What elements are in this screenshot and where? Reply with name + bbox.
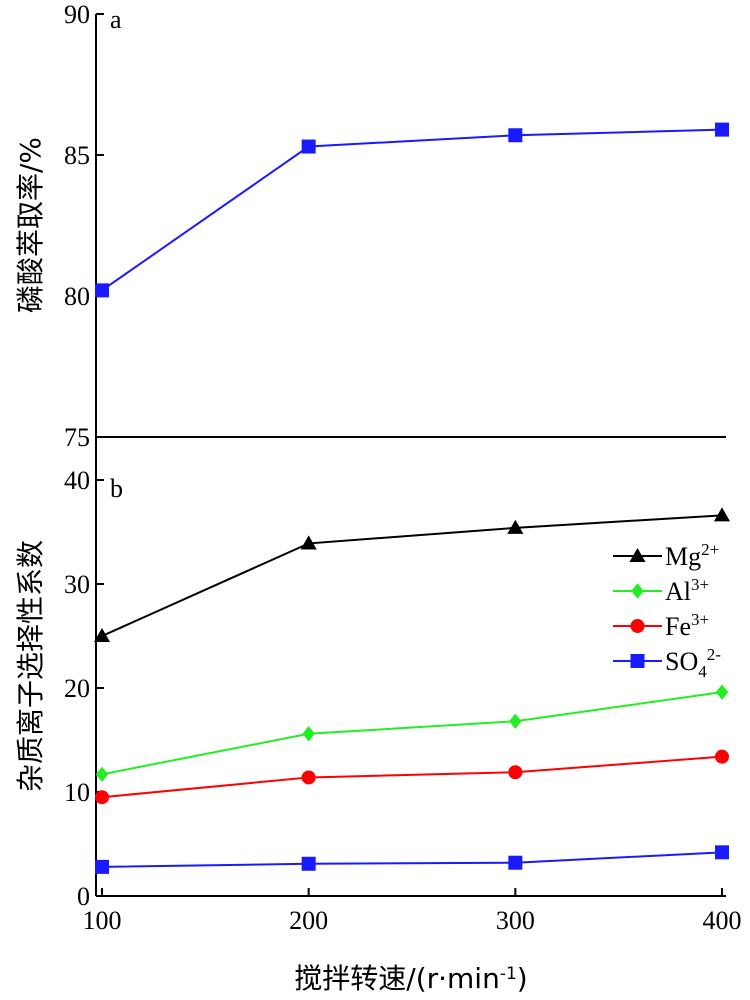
panel-b-data-point (715, 749, 729, 764)
panel-b-series-line-1 (101, 691, 723, 776)
panel-a-data-point (301, 139, 316, 154)
panel-b-series-line-2 (101, 755, 723, 799)
x-ticks: 100 200 300 400 (83, 888, 742, 935)
panel-b-data-point (715, 845, 729, 860)
panel-b-data-point (507, 519, 524, 534)
panel-b-series-line-3 (101, 851, 723, 868)
panel-b-data-point (508, 765, 523, 780)
panel-b-data-point (95, 766, 109, 783)
panel-a-tag: a (110, 5, 122, 34)
panel-b-data-point (302, 726, 315, 742)
panel-a-data-point (508, 128, 523, 143)
y-b-tick-label: 20 (64, 674, 90, 703)
panel-b-data-point (713, 507, 731, 522)
legend-marker (630, 654, 645, 668)
x-tick-label: 200 (289, 906, 328, 935)
panel-b-ticks: 0 10 20 30 40 (64, 466, 104, 911)
y-a-tick-label: 90 (64, 0, 90, 29)
panel-a-series (95, 122, 729, 298)
x-axis-title: 搅拌转速/(r·min-1) (294, 962, 527, 995)
legend-label: Fe3+ (665, 610, 709, 641)
panel-b-data-point (508, 855, 523, 870)
panel-b-data-point (509, 713, 522, 729)
legend-marker (629, 547, 646, 563)
panel-b-data-point (301, 856, 316, 871)
y-a-tick-label: 80 (64, 282, 90, 311)
y-b-tick-label: 0 (77, 882, 90, 911)
y-b-tick-label: 30 (64, 570, 90, 599)
legend: Mg2+ Al3+ Fe3+ SO42- (613, 540, 721, 681)
y-b-tick-label: 40 (64, 466, 90, 495)
panel-a-data-point (95, 283, 109, 298)
y-a-tick-label: 85 (64, 141, 90, 170)
panel-a-data-point (715, 122, 729, 137)
panel-b-series-line-0 (101, 514, 723, 637)
panel-b-tag: b (110, 474, 123, 503)
y-axis-title-b: 杂质离子选择性系数 (14, 540, 47, 792)
panel-b-data-point (715, 684, 729, 700)
x-tick-label: 400 (703, 906, 742, 935)
x-tick-label: 300 (496, 906, 535, 935)
panel-b-data-point (95, 790, 109, 805)
panel-b-data-point (95, 859, 109, 874)
y-b-tick-label: 10 (64, 778, 90, 807)
y-axis-title-a: 磷酸萃取率/% (14, 137, 47, 313)
panel-a-ticks: 75 80 85 90 (64, 0, 104, 452)
legend-marker (630, 619, 645, 633)
panel-b-data-point (301, 770, 316, 785)
panel-a-series-line-0 (101, 128, 723, 292)
y-a-tick-label: 75 (64, 423, 90, 452)
panel-b-data-point (93, 627, 111, 643)
panel-b-data-point (300, 535, 317, 550)
x-tick-label: 100 (83, 906, 122, 935)
legend-marker (631, 583, 644, 599)
legend-label: Al3+ (665, 575, 709, 606)
legend-label: SO42- (665, 645, 721, 681)
legend-label: Mg2+ (665, 540, 719, 571)
panel-b-series (93, 507, 731, 874)
